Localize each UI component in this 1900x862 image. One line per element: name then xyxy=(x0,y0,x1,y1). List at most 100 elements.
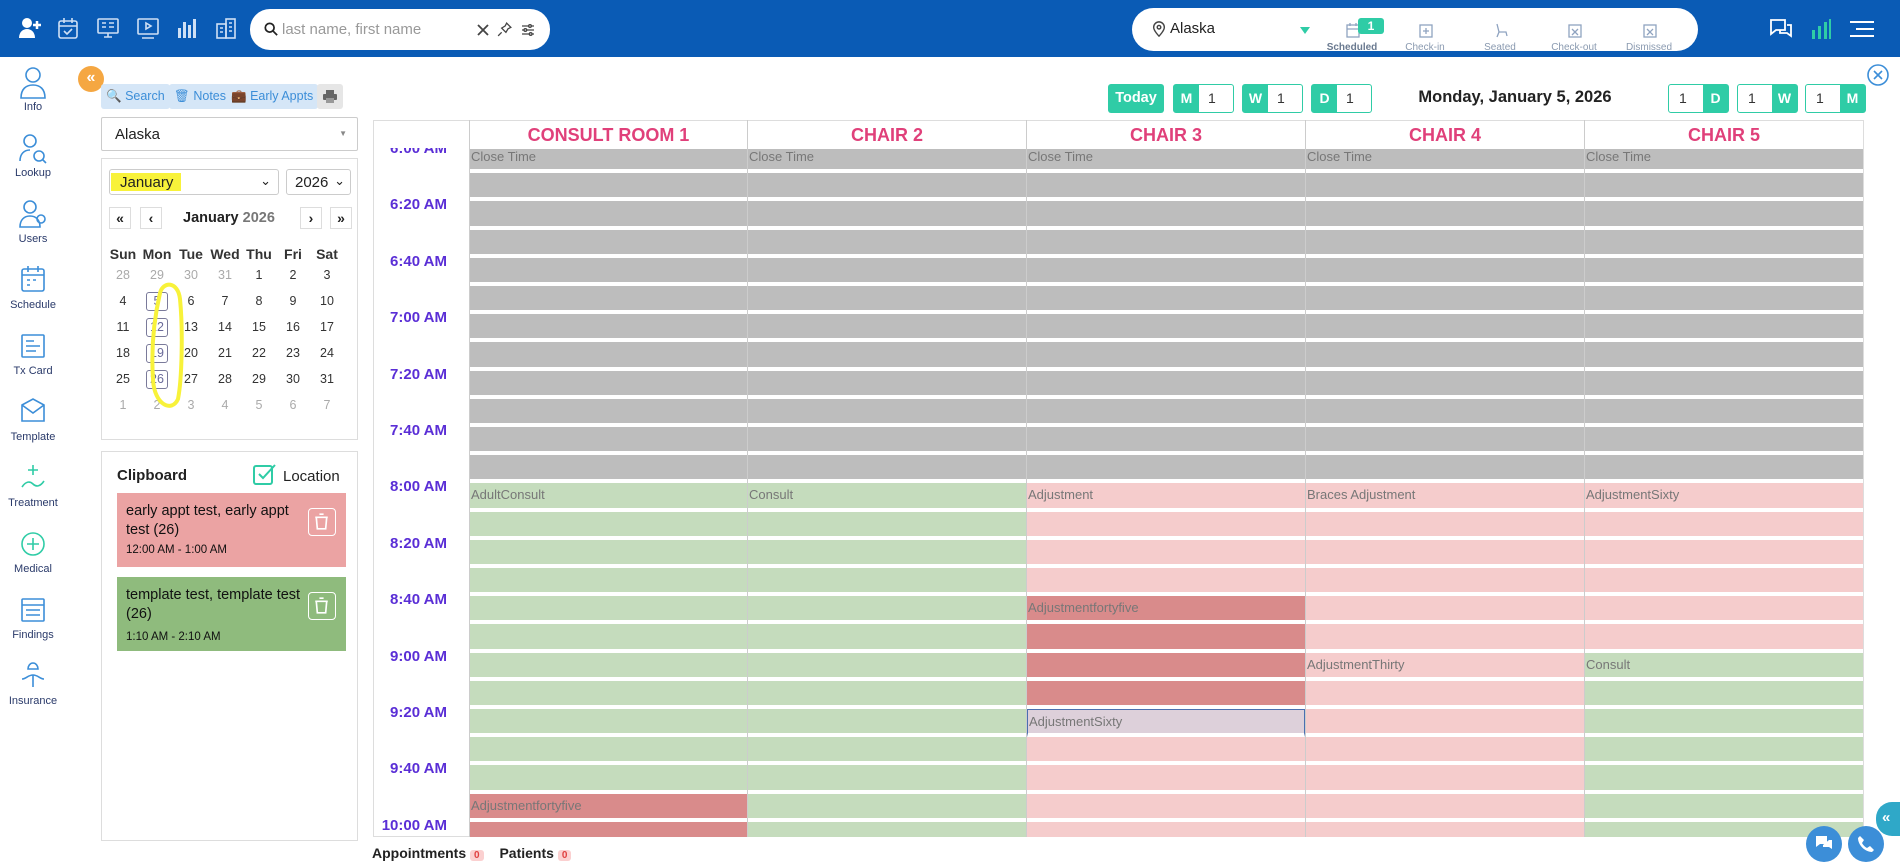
notes-button[interactable]: 🗑 Notes xyxy=(169,84,232,109)
search-input[interactable] xyxy=(282,17,462,41)
closed-slot[interactable] xyxy=(1306,314,1584,343)
closed-slot[interactable] xyxy=(1027,370,1305,399)
today-button[interactable]: Today xyxy=(1108,84,1164,113)
calendar-day[interactable]: 5 xyxy=(255,398,263,412)
closed-slot[interactable] xyxy=(470,398,747,427)
calendar-day[interactable]: 28 xyxy=(218,372,232,386)
appointment-slot[interactable] xyxy=(1306,511,1584,540)
clear-icon[interactable] xyxy=(476,23,490,37)
closed-slot[interactable]: Close Time xyxy=(1027,149,1305,174)
appointment-slot[interactable]: AdultConsult xyxy=(470,483,747,512)
closed-slot[interactable] xyxy=(1585,398,1863,427)
location-checkbox-icon[interactable] xyxy=(253,463,277,485)
closed-slot[interactable] xyxy=(1027,286,1305,315)
appointment-slot[interactable]: Adjustmentfortyfive xyxy=(1027,596,1305,625)
appointment-slot[interactable] xyxy=(470,709,747,738)
closed-slot[interactable] xyxy=(1027,173,1305,202)
closed-slot[interactable] xyxy=(470,286,747,315)
appointment-slot[interactable]: Consult xyxy=(1585,652,1863,681)
closed-slot[interactable] xyxy=(1306,257,1584,286)
prev-month-button[interactable]: ‹ xyxy=(140,207,162,229)
closed-slot[interactable] xyxy=(1027,314,1305,343)
monitor-grid-icon[interactable] xyxy=(96,16,120,40)
location-name[interactable]: Alaska xyxy=(1170,20,1216,37)
closed-slot[interactable] xyxy=(470,427,747,456)
collapse-panel-button[interactable]: « xyxy=(78,66,104,92)
close-icon[interactable] xyxy=(1867,64,1889,86)
appointment-slot[interactable]: Adjustmentfortyfive xyxy=(470,793,747,822)
calendar-day[interactable]: 24 xyxy=(320,346,334,360)
calendar-day[interactable]: 23 xyxy=(286,346,300,360)
closed-slot[interactable] xyxy=(470,257,747,286)
tab-appointments[interactable]: Appointments 0 xyxy=(372,845,484,861)
appointment-slot[interactable] xyxy=(470,765,747,794)
bar-chart-icon[interactable] xyxy=(175,16,199,40)
calendar-day[interactable]: 15 xyxy=(252,320,266,334)
appointment-slot[interactable] xyxy=(748,568,1026,597)
closed-slot[interactable] xyxy=(1585,455,1863,484)
closed-slot[interactable]: Close Time xyxy=(470,149,747,174)
delete-button[interactable] xyxy=(308,508,336,536)
calendar-day[interactable]: 29 xyxy=(150,268,164,282)
closed-slot[interactable]: Close Time xyxy=(1306,149,1584,174)
calendar-day[interactable]: 2 xyxy=(289,268,297,282)
sidebar-item-medical[interactable]: Medical xyxy=(0,527,66,575)
closed-slot[interactable] xyxy=(470,370,747,399)
appointment-slot[interactable] xyxy=(470,596,747,625)
closed-slot[interactable] xyxy=(1027,229,1305,258)
closed-slot[interactable] xyxy=(1306,229,1584,258)
appointment-slot[interactable] xyxy=(748,709,1026,738)
sidebar-item-schedule[interactable]: Schedule xyxy=(0,263,66,311)
appointment-slot[interactable] xyxy=(1306,821,1584,837)
closed-slot[interactable] xyxy=(748,173,1026,202)
closed-slot[interactable] xyxy=(748,427,1026,456)
closed-slot[interactable] xyxy=(470,201,747,230)
closed-slot[interactable] xyxy=(1585,342,1863,371)
appointment-slot[interactable]: Adjustment xyxy=(1027,483,1305,512)
appointment-slot[interactable] xyxy=(1585,793,1863,822)
closed-slot[interactable] xyxy=(470,314,747,343)
appointment-slot[interactable] xyxy=(1027,539,1305,568)
appointment-slot[interactable] xyxy=(748,596,1026,625)
location-dropdown-icon[interactable] xyxy=(1300,27,1310,34)
next-month-button[interactable]: › xyxy=(300,207,322,229)
closed-slot[interactable] xyxy=(1306,370,1584,399)
calendar-day[interactable]: 10 xyxy=(320,294,334,308)
appointment-slot[interactable] xyxy=(1306,624,1584,653)
appointment-slot[interactable] xyxy=(1306,709,1584,738)
year-select[interactable]: 2026 ⌄ xyxy=(286,169,351,195)
calendar-day[interactable]: 4 xyxy=(119,294,127,308)
closed-slot[interactable] xyxy=(1027,342,1305,371)
appointment-slot[interactable] xyxy=(748,511,1026,540)
appointment-slot[interactable] xyxy=(1306,680,1584,709)
closed-slot[interactable] xyxy=(1585,286,1863,315)
video-monitor-icon[interactable] xyxy=(136,16,160,40)
appointment-slot[interactable]: Braces Adjustment xyxy=(1306,483,1584,512)
next-year-button[interactable]: » xyxy=(330,207,352,229)
appointment-slot[interactable] xyxy=(748,624,1026,653)
appointment-slot[interactable] xyxy=(1306,793,1584,822)
search-button[interactable]: 🔍 Search xyxy=(101,84,170,109)
appointment-slot[interactable] xyxy=(748,539,1026,568)
closed-slot[interactable] xyxy=(1027,455,1305,484)
call-button[interactable] xyxy=(1848,826,1884,862)
sidebar-item-info[interactable]: Info xyxy=(0,65,66,113)
calendar-day[interactable]: 28 xyxy=(116,268,130,282)
appointment-slot[interactable] xyxy=(1585,709,1863,738)
appointment-slot[interactable] xyxy=(470,539,747,568)
print-button[interactable] xyxy=(317,84,343,109)
appointment-slot[interactable]: Consult xyxy=(748,483,1026,512)
analytics-icon[interactable] xyxy=(1810,18,1832,40)
closed-slot[interactable] xyxy=(1585,427,1863,456)
calendar-day[interactable]: 29 xyxy=(252,372,266,386)
appointment-slot[interactable] xyxy=(748,765,1026,794)
appointment-slot[interactable] xyxy=(1306,765,1584,794)
closed-slot[interactable] xyxy=(1585,229,1863,258)
closed-slot[interactable] xyxy=(1027,427,1305,456)
menu-icon[interactable] xyxy=(1848,20,1876,38)
tab-patients[interactable]: Patients 0 xyxy=(499,845,572,861)
